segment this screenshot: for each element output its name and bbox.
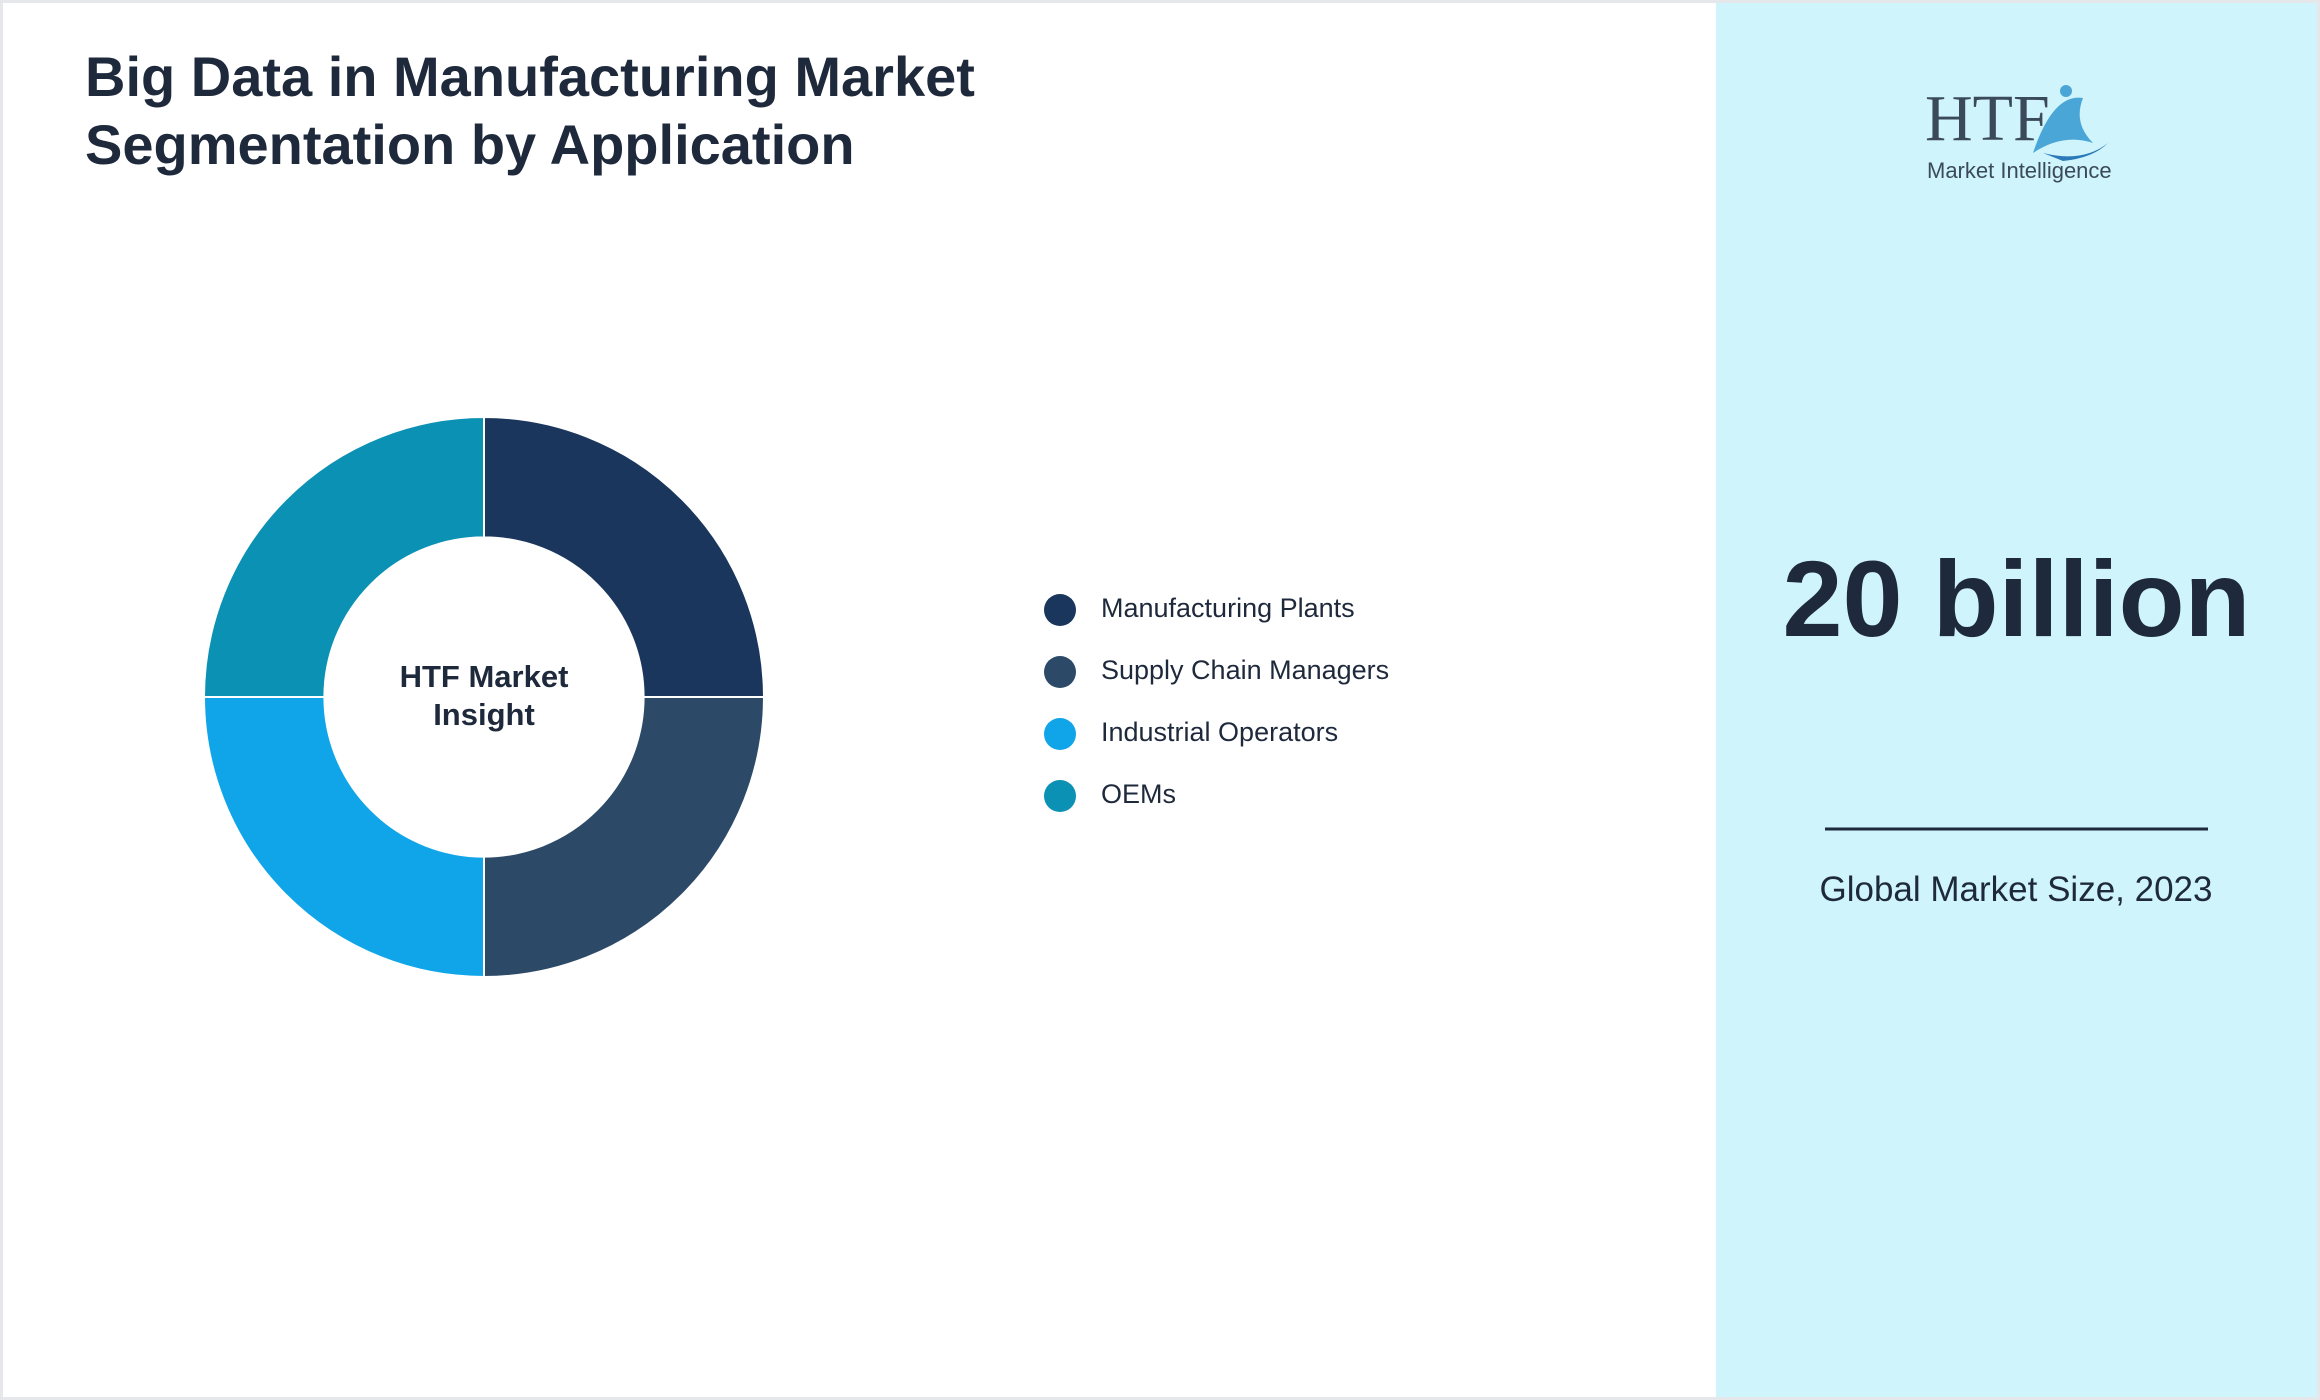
donut-segment	[202, 696, 485, 979]
donut-segment	[202, 415, 485, 698]
legend-marker	[1044, 718, 1076, 750]
chart-title: Big Data in Manufacturing Market Segment…	[85, 45, 975, 176]
legend-label: Manufacturing Plants	[1101, 593, 1355, 623]
legend-label: OEMs	[1101, 779, 1176, 809]
side-panel	[1716, 3, 2317, 1397]
market-size: 20 billion	[1782, 538, 2251, 659]
donut-segment	[483, 696, 766, 979]
legend-marker	[1044, 656, 1076, 688]
chart: Manufacturing Plants Supply Chain Manager…	[202, 85, 2208, 979]
market-size-caption: Global Market Size, 2023	[1819, 870, 2213, 909]
logo-tagline: Market Intelligence	[1927, 158, 2112, 183]
center-label: HTF Market Insight	[399, 659, 569, 732]
legend-label: Supply Chain Managers	[1101, 655, 1389, 685]
logo-brand: HTF	[1925, 82, 2050, 155]
logo-icon	[2033, 85, 2108, 161]
donut-segment	[483, 415, 766, 698]
legend-label: Industrial Operators	[1101, 717, 1338, 747]
legend-marker	[1044, 594, 1076, 626]
legend-marker	[1044, 780, 1076, 812]
